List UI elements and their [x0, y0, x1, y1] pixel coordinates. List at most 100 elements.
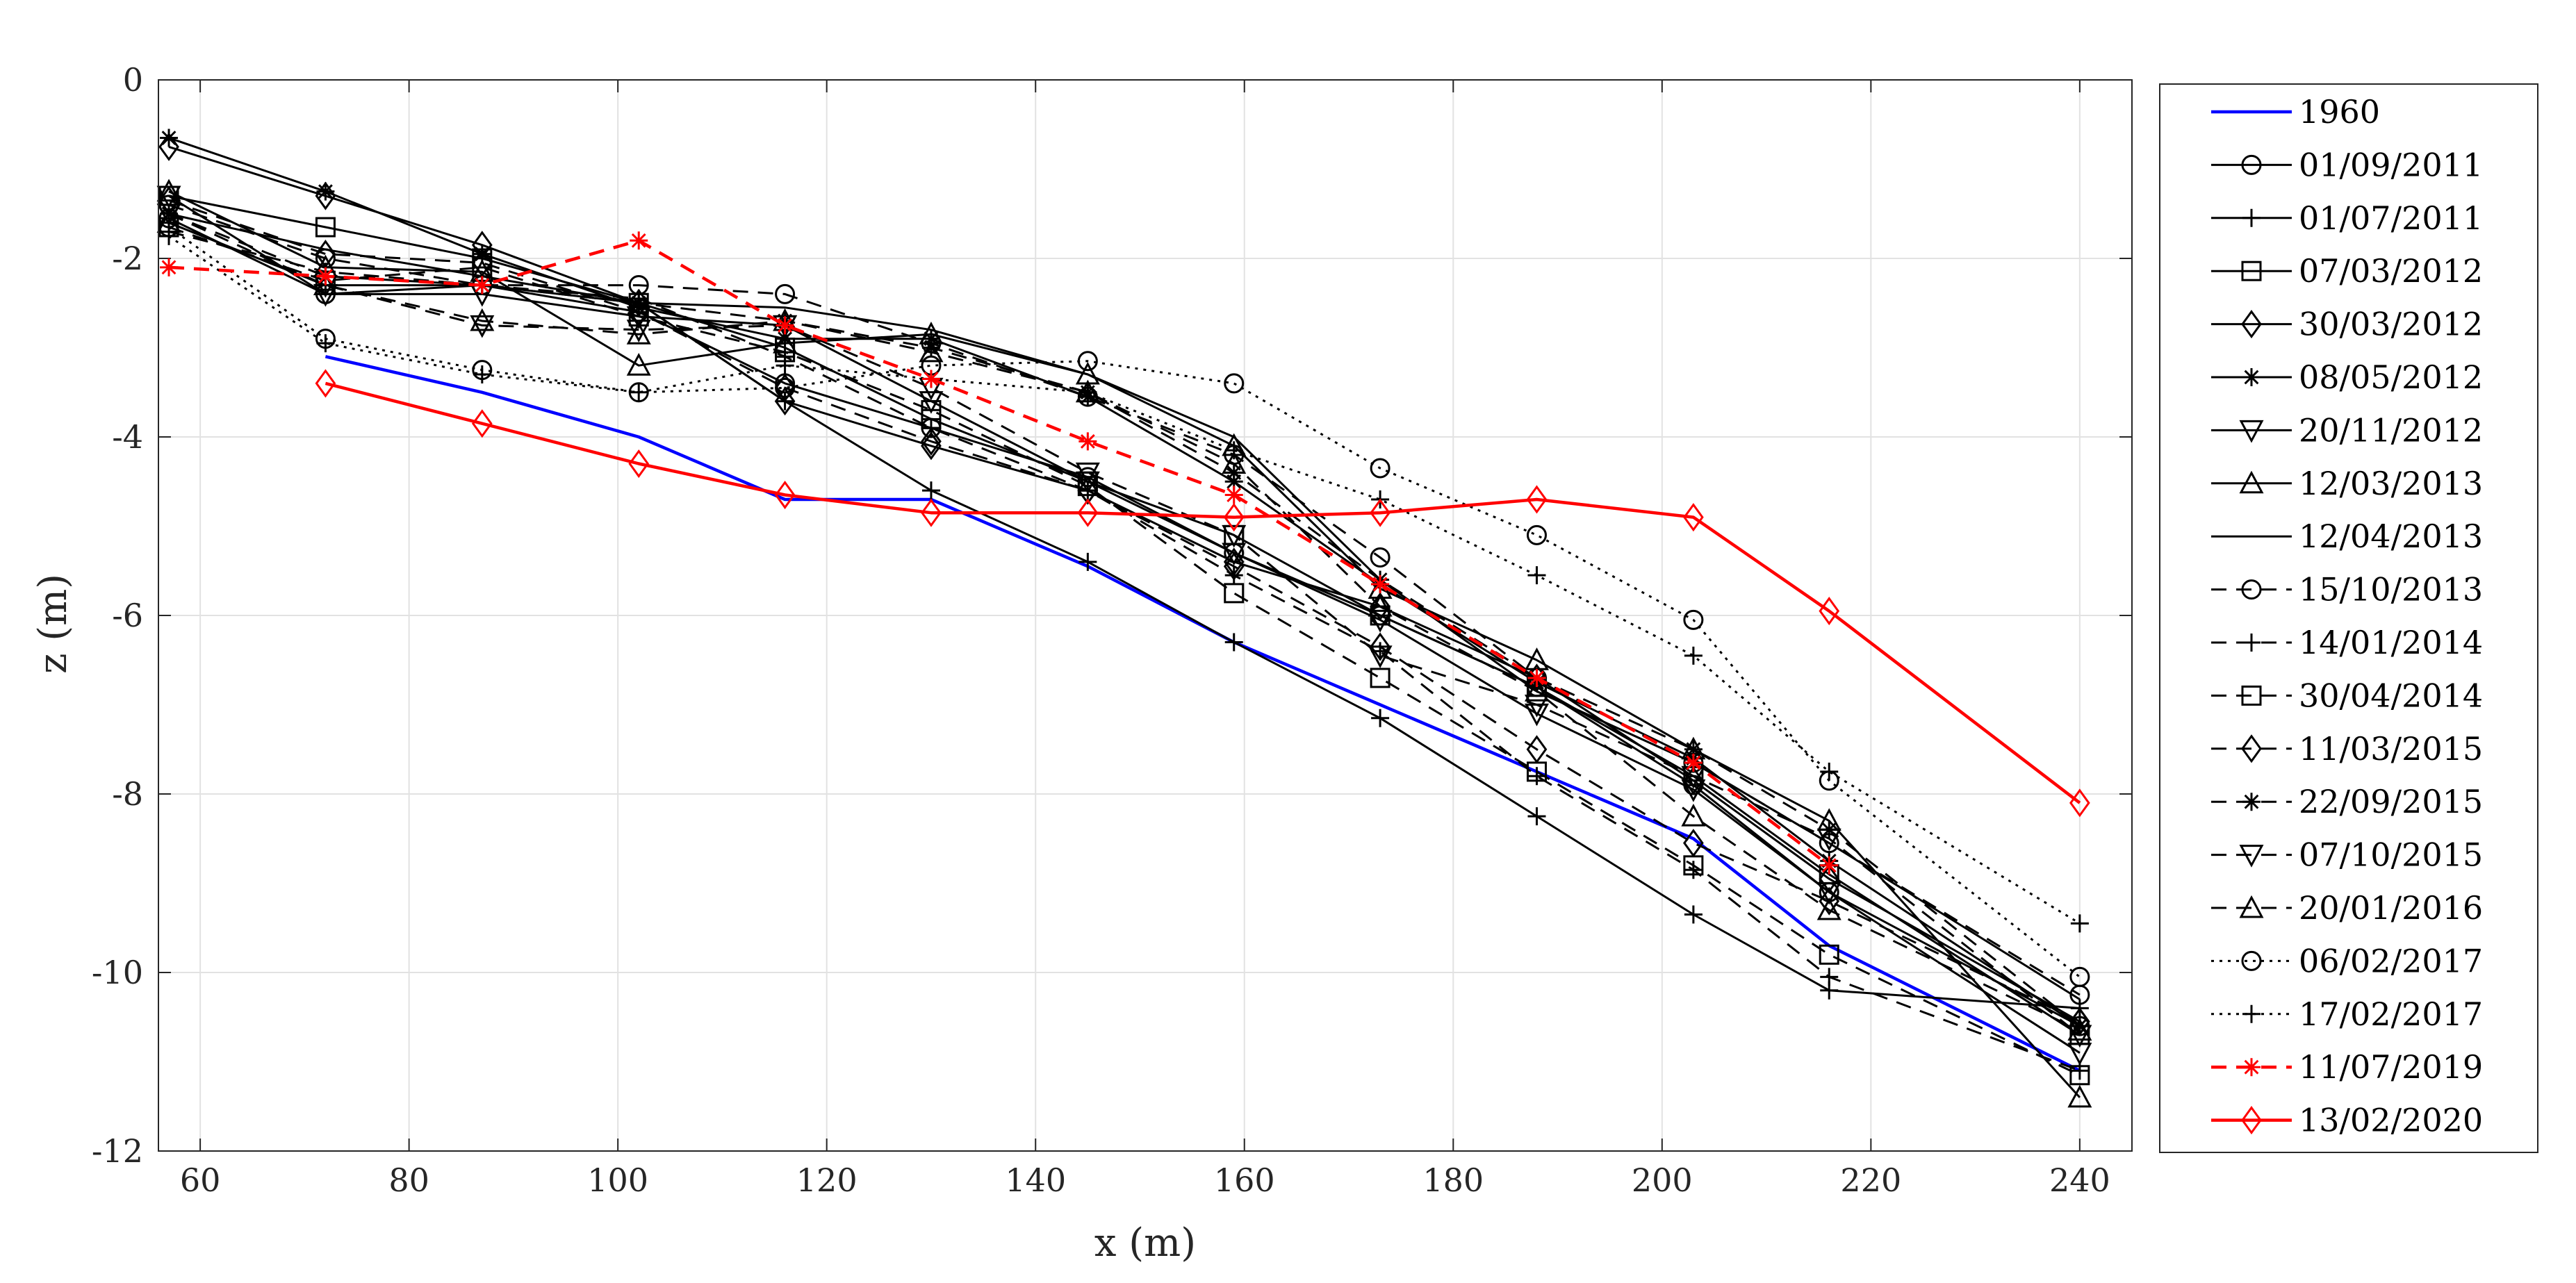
data-point-marker	[1683, 609, 1704, 630]
data-point-marker	[1224, 486, 1243, 504]
legend-marker	[2241, 1106, 2262, 1135]
x-tick-label: 180	[1422, 1161, 1484, 1199]
data-point-marker	[470, 308, 495, 331]
data-point-marker	[1684, 861, 1703, 879]
legend-entry-08-05-2012: 08/05/2012	[2211, 358, 2483, 396]
data-point-marker	[1223, 503, 1245, 532]
data-point-marker	[1371, 575, 1390, 594]
data-point-marker	[1371, 709, 1390, 727]
data-point-marker	[1681, 803, 1706, 827]
data-point-marker	[1224, 441, 1243, 460]
data-point-marker	[1222, 524, 1247, 548]
legend-entry-14-01-2014: 14/01/2014	[2211, 624, 2483, 661]
data-point-marker	[1075, 471, 1100, 495]
data-point-marker	[1684, 646, 1703, 665]
data-point-marker	[919, 339, 944, 363]
x-tick-label: 220	[1840, 1161, 1901, 1199]
data-point-marker	[1819, 944, 1839, 965]
legend: 1960 01/09/2011 01/07/2011 07/03/2012 30/03/…	[2159, 83, 2538, 1153]
legend-entry-01-07-2011: 01/07/2011	[2211, 199, 2483, 237]
legend-marker	[2239, 470, 2264, 494]
data-point-marker	[1683, 829, 1704, 858]
data-point-marker	[921, 338, 940, 357]
data-point-marker	[316, 182, 335, 201]
legend-entry-12-03-2013: 12/03/2013	[2211, 465, 2483, 502]
legend-entry-17-02-2017: 17/02/2017	[2211, 995, 2483, 1033]
legend-label: 07/03/2012	[2299, 252, 2483, 290]
legend-marker	[2241, 154, 2262, 175]
data-point-marker	[628, 449, 650, 479]
legend-marker	[2239, 895, 2264, 918]
series-layer	[156, 129, 2092, 1108]
data-point-marker	[1077, 476, 1099, 505]
data-point-marker	[1224, 633, 1243, 652]
data-point-marker	[1816, 897, 1841, 920]
legend-box	[2159, 83, 2538, 1153]
data-point-marker	[626, 322, 651, 345]
data-point-marker	[473, 365, 491, 384]
data-point-marker	[2069, 1065, 2090, 1086]
data-point-marker	[1078, 432, 1097, 451]
y-tick-label: -10	[92, 954, 143, 991]
data-point-marker	[775, 283, 796, 304]
data-point-marker	[2069, 966, 2090, 987]
data-point-marker	[1681, 779, 1706, 802]
legend-label: 1960	[2299, 93, 2380, 131]
legend-marker	[2241, 685, 2262, 706]
data-point-marker	[921, 370, 940, 388]
legend-label: 07/10/2015	[2299, 836, 2483, 874]
data-point-marker	[1370, 668, 1390, 688]
x-tick-labels: 60 80 100 120 140 160 180 200 220 240	[180, 1161, 2110, 1199]
data-point-marker	[774, 373, 796, 402]
data-point-marker	[1224, 566, 1243, 585]
data-point-marker	[1684, 740, 1703, 759]
legend-entry-12-04-2013: 12/04/2013	[2211, 518, 2483, 555]
data-point-marker	[1524, 679, 1549, 702]
data-point-marker	[473, 245, 491, 263]
data-point-marker	[471, 248, 493, 277]
series-line	[168, 226, 2081, 1077]
legend-label: 14/01/2014	[2299, 624, 2483, 661]
legend-label: 22/09/2015	[2299, 783, 2483, 820]
legend-entry-11-07-2019: 11/07/2019	[2211, 1048, 2483, 1086]
legend-entry-11-03-2015: 11/03/2015	[2211, 730, 2483, 768]
legend-label: 20/11/2012	[2299, 411, 2483, 449]
data-point-marker	[2070, 1061, 2089, 1080]
data-point-marker	[626, 320, 651, 342]
data-point-marker	[156, 204, 181, 226]
legend-label: 06/02/2017	[2299, 942, 2483, 979]
data-point-marker	[1368, 593, 1393, 617]
data-point-marker	[1368, 609, 1393, 633]
legend-marker	[2242, 793, 2261, 811]
legend-entry-22-09-2015: 22/09/2015	[2211, 783, 2483, 820]
legend-label: 13/02/2020	[2299, 1102, 2483, 1139]
legend-marker	[2241, 260, 2262, 281]
legend-marker	[2241, 734, 2262, 763]
data-point-marker	[471, 409, 493, 438]
plot-frame	[158, 79, 2133, 1152]
data-point-marker	[776, 329, 794, 348]
legend-marker	[2239, 420, 2264, 443]
x-tick-label: 100	[587, 1161, 648, 1199]
data-point-marker	[160, 129, 179, 147]
legend-label: 30/03/2012	[2299, 306, 2483, 343]
data-point-marker	[1820, 856, 1839, 875]
legend-marker	[2239, 845, 2264, 868]
legend-marker	[2241, 950, 2262, 971]
data-point-marker	[1526, 524, 1547, 545]
data-point-marker	[1526, 485, 1548, 514]
legend-label: 08/05/2012	[2299, 358, 2483, 396]
legend-entry-01-09-2011: 01/09/2011	[2211, 146, 2483, 183]
data-point-marker	[1370, 458, 1390, 479]
data-point-marker	[1527, 566, 1546, 585]
legend-label: 12/04/2013	[2299, 518, 2483, 555]
x-tick-label: 140	[1005, 1161, 1066, 1199]
y-tick-label: -12	[92, 1132, 143, 1170]
series-line	[325, 355, 2081, 1073]
y-tick-label: -2	[112, 240, 143, 277]
series-line	[168, 222, 2081, 1032]
legend-label: 17/02/2017	[2299, 995, 2483, 1033]
data-point-marker	[921, 481, 940, 500]
data-point-marker	[630, 294, 648, 313]
legend-entry-30-03-2012: 30/03/2012	[2211, 306, 2483, 343]
